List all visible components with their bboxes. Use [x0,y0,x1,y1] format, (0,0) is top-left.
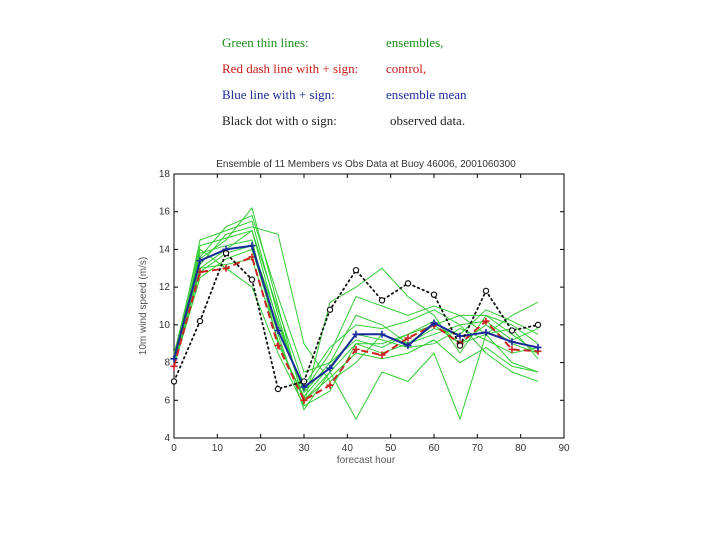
legend-row-ensembles: Green thin lines: ensembles, [222,30,522,56]
legend-row-mean: Blue line with + sign: ensemble mean [222,82,522,108]
y-axis: 4 6 8 10 12 14 16 18 [159,169,564,444]
mean-point [274,327,282,335]
ensemble-lines [173,206,539,421]
legend-control-label: Red dash line with + sign: [222,61,359,76]
legend-observed-value: observed data. [390,113,466,128]
y-axis-label: 10m wind speed (m/s) [138,257,149,355]
y-tick-label: 16 [159,207,171,218]
observed-line [170,249,542,393]
control-point [404,334,412,342]
control-point [352,345,360,353]
mean-point [430,319,438,327]
observed-point [482,287,490,295]
observed-point [534,321,542,329]
legend-ensembles-label: Green thin lines: [222,35,309,50]
control-point [248,253,256,261]
x-tick-label: 90 [558,443,570,454]
control-point [300,396,308,404]
control-point [274,342,282,350]
ensemble-line-11 [173,229,539,387]
mean-point [196,257,204,265]
mean-point [326,364,334,372]
mean-point [456,332,464,340]
control-line [170,253,542,404]
x-axis-label: forecast hour [337,455,396,466]
y-tick-label: 12 [159,282,171,293]
legend-mean-value: ensemble mean [386,87,467,102]
observed-point [300,378,308,385]
x-axis: 0 10 20 30 40 50 60 70 80 90 [171,174,570,454]
ensemble-line-5 [173,248,539,407]
observed-point [248,276,256,283]
legend-control-value: control, [386,61,427,76]
y-tick-label: 10 [159,320,171,331]
observed-point [326,306,334,313]
ensemble-line-9 [173,214,539,373]
y-tick-label: 4 [164,433,170,444]
observed-point [430,291,438,298]
legend-ensembles-value: ensembles, [386,35,444,50]
observed-point [352,266,360,274]
x-tick-label: 20 [255,443,267,454]
y-tick-label: 18 [159,169,171,180]
ensemble-line-4 [173,248,539,421]
x-tick-label: 50 [385,443,397,454]
ensemble-line-8 [173,245,539,394]
y-tick-label: 6 [164,395,170,406]
y-tick-label: 14 [159,244,171,255]
ensemble-line-10 [173,258,539,402]
plot-frame [173,173,565,439]
legend-row-control: Red dash line with + sign: control, [222,56,522,82]
mean-line [170,242,542,391]
observed-point [196,317,204,325]
ensemble-line-6 [173,226,539,383]
observed-point [404,280,412,287]
control-point [508,345,516,353]
mean-point [170,355,178,363]
mean-point [248,242,256,250]
x-tick-label: 70 [472,443,484,454]
legend-box: Green thin lines: ensembles, Red dash li… [222,30,522,134]
mean-point [482,328,490,336]
control-point [222,264,230,272]
mean-point [534,343,542,351]
observed-point [456,342,464,349]
mean-point [378,330,386,338]
mean-point [404,342,412,350]
control-point [170,362,178,370]
legend-observed-label: Black dot with o sign: [222,113,337,128]
observed-point [274,385,282,393]
mean-point [508,338,516,346]
control-point [326,381,334,389]
legend-mean-label: Blue line with + sign: [222,87,335,102]
x-tick-label: 0 [171,443,177,454]
x-tick-label: 40 [342,443,354,454]
control-path [173,255,539,402]
observed-point [508,327,516,334]
control-point [482,317,490,325]
mean-point [352,330,360,338]
x-tick-label: 60 [428,443,440,454]
observed-point [170,378,178,385]
y-tick-label: 8 [164,358,170,369]
legend-row-observed: Black dot with o sign: observed data. [222,108,522,134]
x-tick-label: 30 [298,443,310,454]
observed-path [173,251,539,391]
x-tick-label: 80 [515,443,527,454]
observed-point [378,297,386,304]
control-point [378,351,386,359]
x-tick-label: 10 [212,443,224,454]
chart-title: Ensemble of 11 Members vs Obs Data at Bu… [216,159,516,170]
mean-point [300,383,308,391]
observed-point [222,249,230,257]
